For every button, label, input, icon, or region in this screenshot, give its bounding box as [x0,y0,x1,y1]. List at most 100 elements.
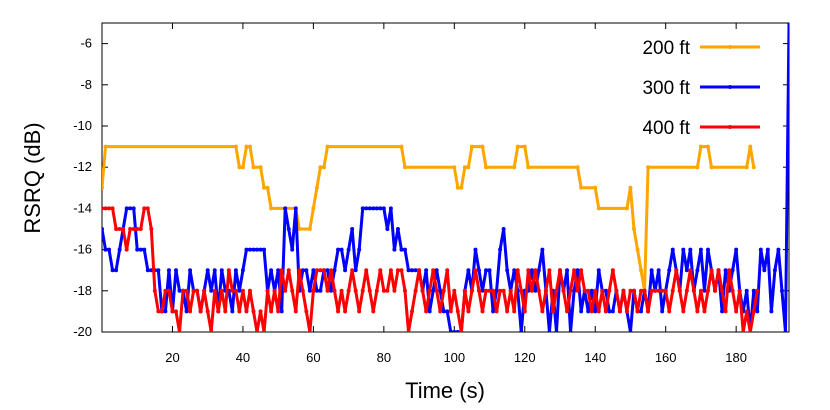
data-point [734,309,739,314]
data-point [166,288,171,293]
data-point [734,247,739,252]
data-point [424,268,429,273]
data-point [607,309,612,314]
data-point [515,268,520,273]
data-point [484,268,489,273]
data-point [205,268,210,273]
x-tick-label: 40 [236,350,250,365]
data-point [406,330,411,332]
data-point [639,268,644,273]
data-point [262,330,267,332]
data-point [173,268,178,273]
data-point [751,288,756,293]
data-point [378,206,383,211]
data-point [272,288,277,293]
y-tick-label: -16 [73,242,92,257]
data-point [536,288,541,293]
legend-label-300-ft: 300 ft [642,78,690,99]
data-point [329,268,333,273]
data-point [508,288,513,293]
data-point [494,309,499,314]
data-point [279,309,284,314]
data-point [304,268,309,273]
data-point [670,288,675,293]
data-point [314,288,319,293]
data-point [744,165,749,170]
data-point [441,309,446,314]
data-point [646,309,651,314]
data-point [364,268,369,273]
data-point [392,288,397,293]
data-point [579,309,584,314]
data-point [466,268,471,273]
data-point [202,288,207,293]
data-point [410,309,415,314]
data-point [765,247,770,252]
data-point [114,227,119,231]
data-point [568,288,573,293]
data-point [469,288,474,293]
data-point [107,206,112,211]
data-point [209,330,214,332]
data-point [589,309,594,314]
data-point [265,185,270,190]
data-point [350,268,355,273]
data-point [247,247,252,252]
data-point [730,288,735,293]
data-point [205,309,210,314]
data-point [501,288,506,293]
data-point [286,227,291,231]
data-point [110,206,115,211]
data-point [159,309,164,314]
data-point [103,144,108,149]
y-tick-label: -12 [73,159,92,174]
data-point [307,288,312,293]
data-point [709,165,714,170]
data-point [314,268,319,273]
data-point [684,288,689,293]
data-point [698,288,703,293]
data-point [455,185,460,190]
data-point [244,247,249,252]
data-point [293,309,298,314]
data-point [177,330,182,332]
data-point [519,288,524,293]
data-point [572,268,577,273]
data-point [434,288,439,293]
data-point [476,288,481,293]
data-point [691,288,696,293]
data-point [529,288,534,293]
data-point [586,309,591,314]
data-point [121,227,126,231]
data-point [695,309,700,314]
data-point [621,288,626,293]
data-point [402,288,407,293]
data-point [751,165,756,170]
data-point [279,268,284,273]
data-point [695,268,700,273]
data-point [117,227,122,231]
data-point [223,309,228,314]
data-point [374,206,379,211]
data-point [593,185,598,190]
data-point [646,165,651,170]
data-point [163,288,168,293]
data-point [216,309,221,314]
data-point [787,23,789,25]
data-point [554,330,559,332]
y-axis-ticks: -20 -18 -16 -14 -12 -10 -8 -6 [73,36,789,339]
legend-marker-300-ft [728,85,732,89]
data-point [124,247,129,252]
data-point [776,247,781,252]
x-tick-label: 80 [377,350,391,365]
data-point [565,309,570,314]
data-point [596,268,601,273]
data-point [755,309,760,314]
x-tick-label: 120 [514,350,536,365]
data-point [431,268,436,273]
data-point [173,309,178,314]
data-point [720,309,725,314]
data-point [723,268,728,273]
data-point [505,268,510,273]
data-point [582,288,587,293]
